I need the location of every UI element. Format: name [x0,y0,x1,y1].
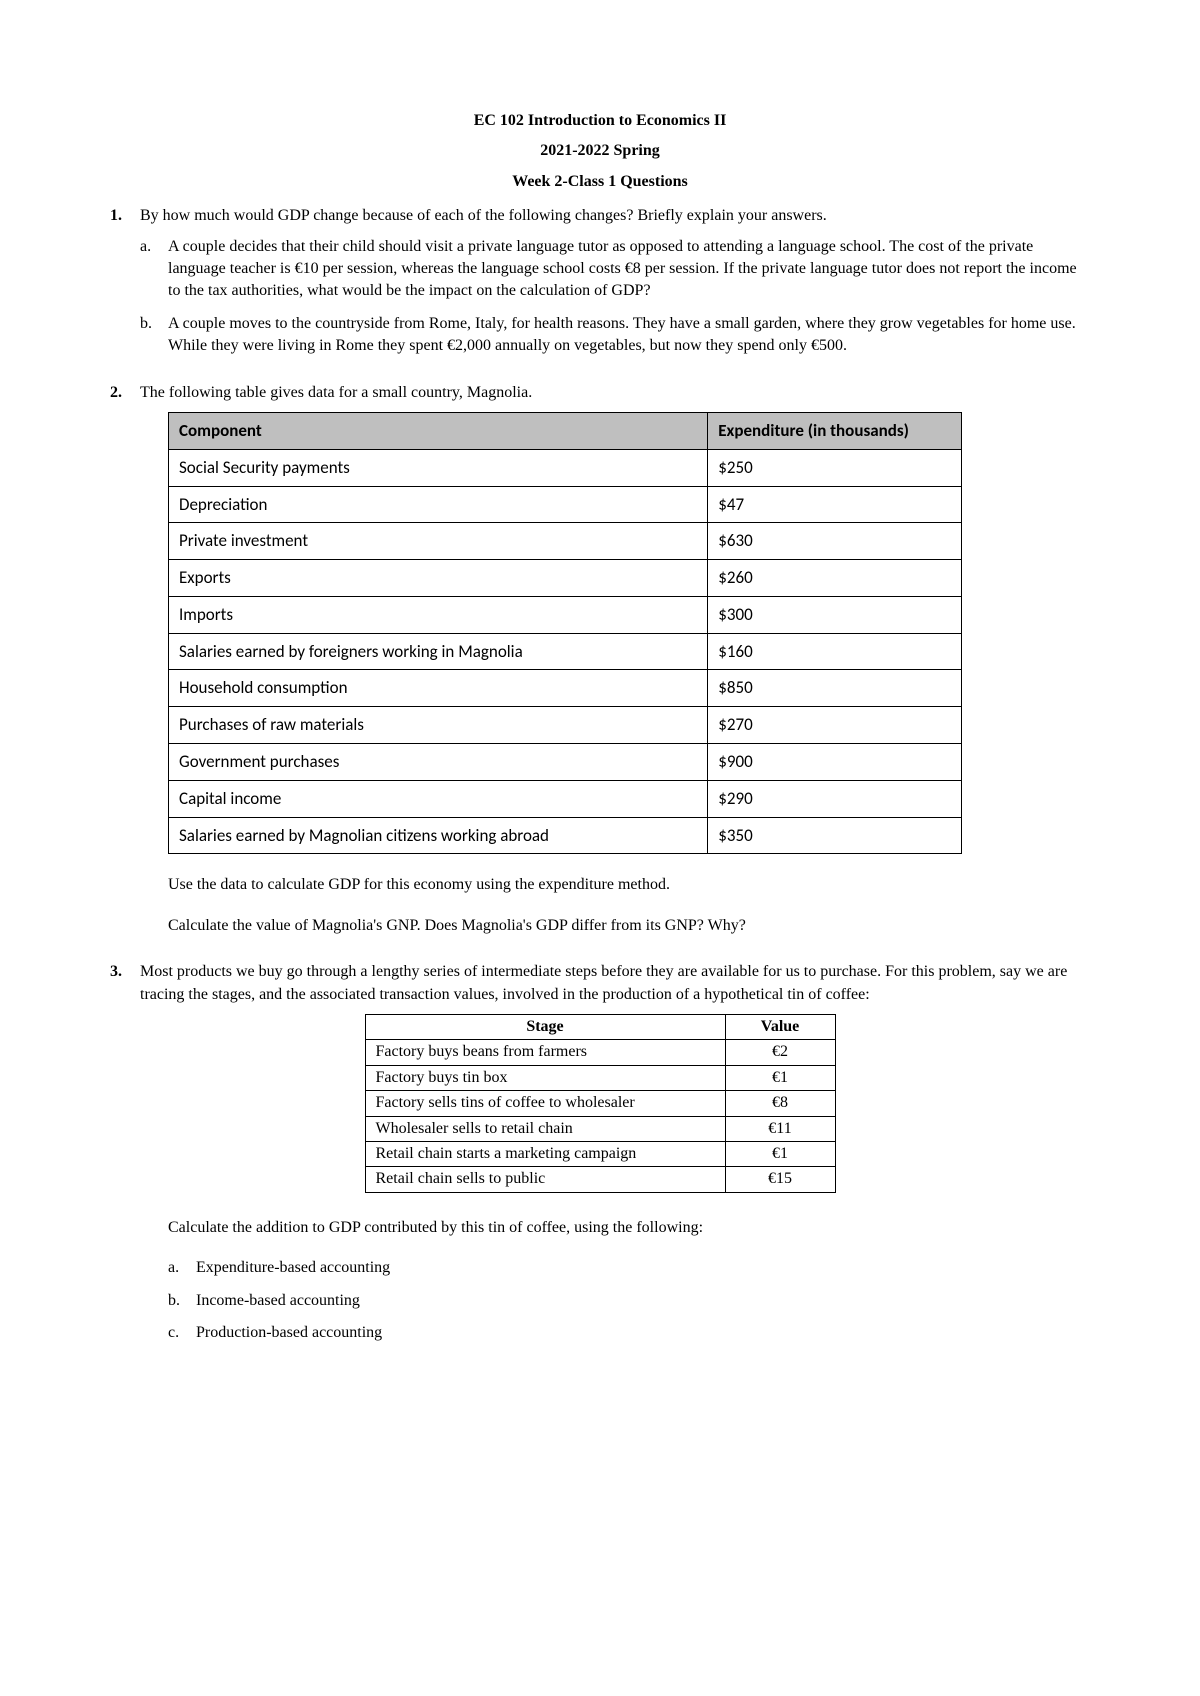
value-cell: €1 [725,1065,835,1090]
q3c-letter: c. [168,1322,196,1344]
q2-number: 2. [110,382,140,404]
table-row: Social Security payments$250 [169,449,962,486]
component-cell: Salaries earned by foreigners working in… [169,633,708,670]
question-2: 2. The following table gives data for a … [110,382,1090,938]
expenditure-cell: $290 [708,780,962,817]
table-row: Factory sells tins of coffee to wholesal… [365,1091,835,1116]
component-cell: Capital income [169,780,708,817]
component-cell: Government purchases [169,744,708,781]
document-header: EC 102 Introduction to Economics II 2021… [110,110,1090,193]
table-row: Salaries earned by Magnolian citizens wo… [169,817,962,854]
expenditure-cell: $250 [708,449,962,486]
table-row: Factory buys beans from farmers€2 [365,1040,835,1065]
expenditure-cell: $47 [708,486,962,523]
q3b-letter: b. [168,1290,196,1312]
table-row: Private investment$630 [169,523,962,560]
stage-cell: Retail chain starts a marketing campaign [365,1141,725,1166]
expenditure-cell: $270 [708,707,962,744]
table-row: Retail chain starts a marketing campaign… [365,1141,835,1166]
value-cell: €2 [725,1040,835,1065]
component-cell: Household consumption [169,670,708,707]
q1a-text: A couple decides that their child should… [168,236,1090,303]
value-cell: €11 [725,1116,835,1141]
expenditure-cell: $850 [708,670,962,707]
table-row: Exports$260 [169,560,962,597]
stage-cell: Factory buys tin box [365,1065,725,1090]
q3b-text: Income-based accounting [196,1290,360,1312]
q3a-letter: a. [168,1257,196,1279]
table-row: Factory buys tin box€1 [365,1065,835,1090]
component-cell: Depreciation [169,486,708,523]
magnolia-table: Component Expenditure (in thousands) Soc… [168,412,962,855]
expenditure-cell: $160 [708,633,962,670]
q2-para2: Calculate the value of Magnolia's GNP. D… [168,915,1090,937]
table-row: Retail chain sells to public€15 [365,1167,835,1192]
coffee-header-value: Value [725,1015,835,1040]
component-cell: Private investment [169,523,708,560]
stage-cell: Retail chain sells to public [365,1167,725,1192]
table-row: Purchases of raw materials$270 [169,707,962,744]
expenditure-cell: $300 [708,596,962,633]
value-cell: €1 [725,1141,835,1166]
term: 2021-2022 Spring [110,140,1090,162]
coffee-header-stage: Stage [365,1015,725,1040]
q3a-text: Expenditure-based accounting [196,1257,390,1279]
course-title: EC 102 Introduction to Economics II [110,110,1090,132]
q3-para1: Calculate the addition to GDP contribute… [168,1217,1090,1239]
stage-cell: Wholesaler sells to retail chain [365,1116,725,1141]
q2-text: The following table gives data for a sma… [140,382,1090,404]
table-row: Government purchases$900 [169,744,962,781]
table-row: Wholesaler sells to retail chain€11 [365,1116,835,1141]
value-cell: €8 [725,1091,835,1116]
stage-cell: Factory sells tins of coffee to wholesal… [365,1091,725,1116]
component-cell: Salaries earned by Magnolian citizens wo… [169,817,708,854]
stage-cell: Factory buys beans from farmers [365,1040,725,1065]
table-row: Capital income$290 [169,780,962,817]
component-cell: Social Security payments [169,449,708,486]
q1-text: By how much would GDP change because of … [140,205,1090,227]
q3-text: Most products we buy go through a length… [140,961,1090,1006]
table-row: Salaries earned by foreigners working in… [169,633,962,670]
table-header-expenditure: Expenditure (in thousands) [708,412,962,449]
q1b-letter: b. [140,313,168,358]
expenditure-cell: $260 [708,560,962,597]
q1a-letter: a. [140,236,168,303]
component-cell: Imports [169,596,708,633]
q1b-text: A couple moves to the countryside from R… [168,313,1090,358]
table-row: Imports$300 [169,596,962,633]
component-cell: Exports [169,560,708,597]
expenditure-cell: $350 [708,817,962,854]
q3-number: 3. [110,961,140,1006]
expenditure-cell: $900 [708,744,962,781]
q3c-text: Production-based accounting [196,1322,382,1344]
coffee-table: Stage Value Factory buys beans from farm… [365,1014,836,1193]
table-row: Depreciation$47 [169,486,962,523]
question-3: 3. Most products we buy go through a len… [110,961,1090,1344]
value-cell: €15 [725,1167,835,1192]
component-cell: Purchases of raw materials [169,707,708,744]
q2-para1: Use the data to calculate GDP for this e… [168,874,1090,896]
table-row: Household consumption$850 [169,670,962,707]
table-header-component: Component [169,412,708,449]
q1-number: 1. [110,205,140,227]
question-1: 1. By how much would GDP change because … [110,205,1090,357]
week-class: Week 2-Class 1 Questions [110,171,1090,193]
expenditure-cell: $630 [708,523,962,560]
